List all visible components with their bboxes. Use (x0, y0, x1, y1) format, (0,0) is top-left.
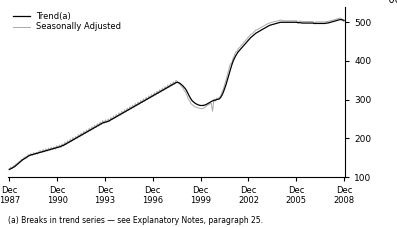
Text: '000: '000 (386, 0, 397, 5)
Text: (a) Breaks in trend series — see Explanatory Notes, paragraph 25.: (a) Breaks in trend series — see Explana… (8, 216, 263, 225)
Legend: Trend(a), Seasonally Adjusted: Trend(a), Seasonally Adjusted (12, 11, 122, 32)
